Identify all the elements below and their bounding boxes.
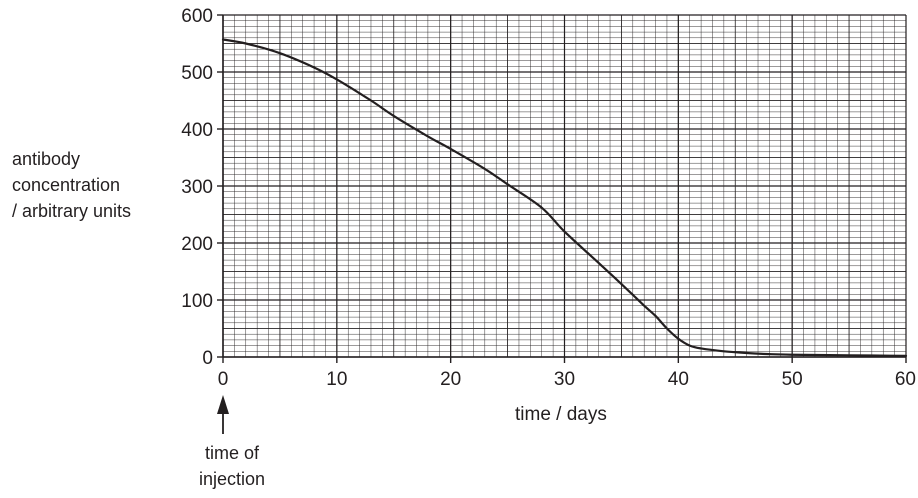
arrow-head [217,395,229,414]
x-tick-label: 30 [554,369,575,390]
antibody-curve [221,38,908,357]
x-axis-label: time / days [515,404,607,425]
injection-arrow [217,395,229,434]
axes [217,14,907,363]
x-tick-label: 20 [440,369,461,390]
y-tick-label: 400 [181,120,213,141]
y-tick-label: 100 [181,291,213,312]
y-tick-label: 600 [181,6,213,27]
annotation-line: time of [204,443,260,463]
tick-labels: 0 100 200 300 400 500 600 0 10 20 30 40 50 60 [181,6,916,390]
y-tick-label: 300 [181,177,213,198]
y-axis-label-line: concentration [12,175,121,195]
x-tick-label: 10 [326,369,347,390]
x-tick-label: 60 [895,369,916,390]
x-tick-label: 40 [668,369,689,390]
injection-annotation: time of injection [190,440,274,492]
annotation-line: injection [198,469,266,489]
x-tick-label: 0 [218,369,229,390]
y-axis-label: antibody concentration / arbitrary units [12,146,131,224]
x-tick-label: 50 [782,369,803,390]
series [221,38,908,357]
y-axis-label-line: antibody [12,149,81,169]
grid [222,14,907,358]
y-tick-label: 0 [202,348,213,369]
y-axis-label-line: / arbitrary units [12,201,132,221]
y-tick-label: 200 [181,234,213,255]
y-tick-label: 500 [181,63,213,84]
